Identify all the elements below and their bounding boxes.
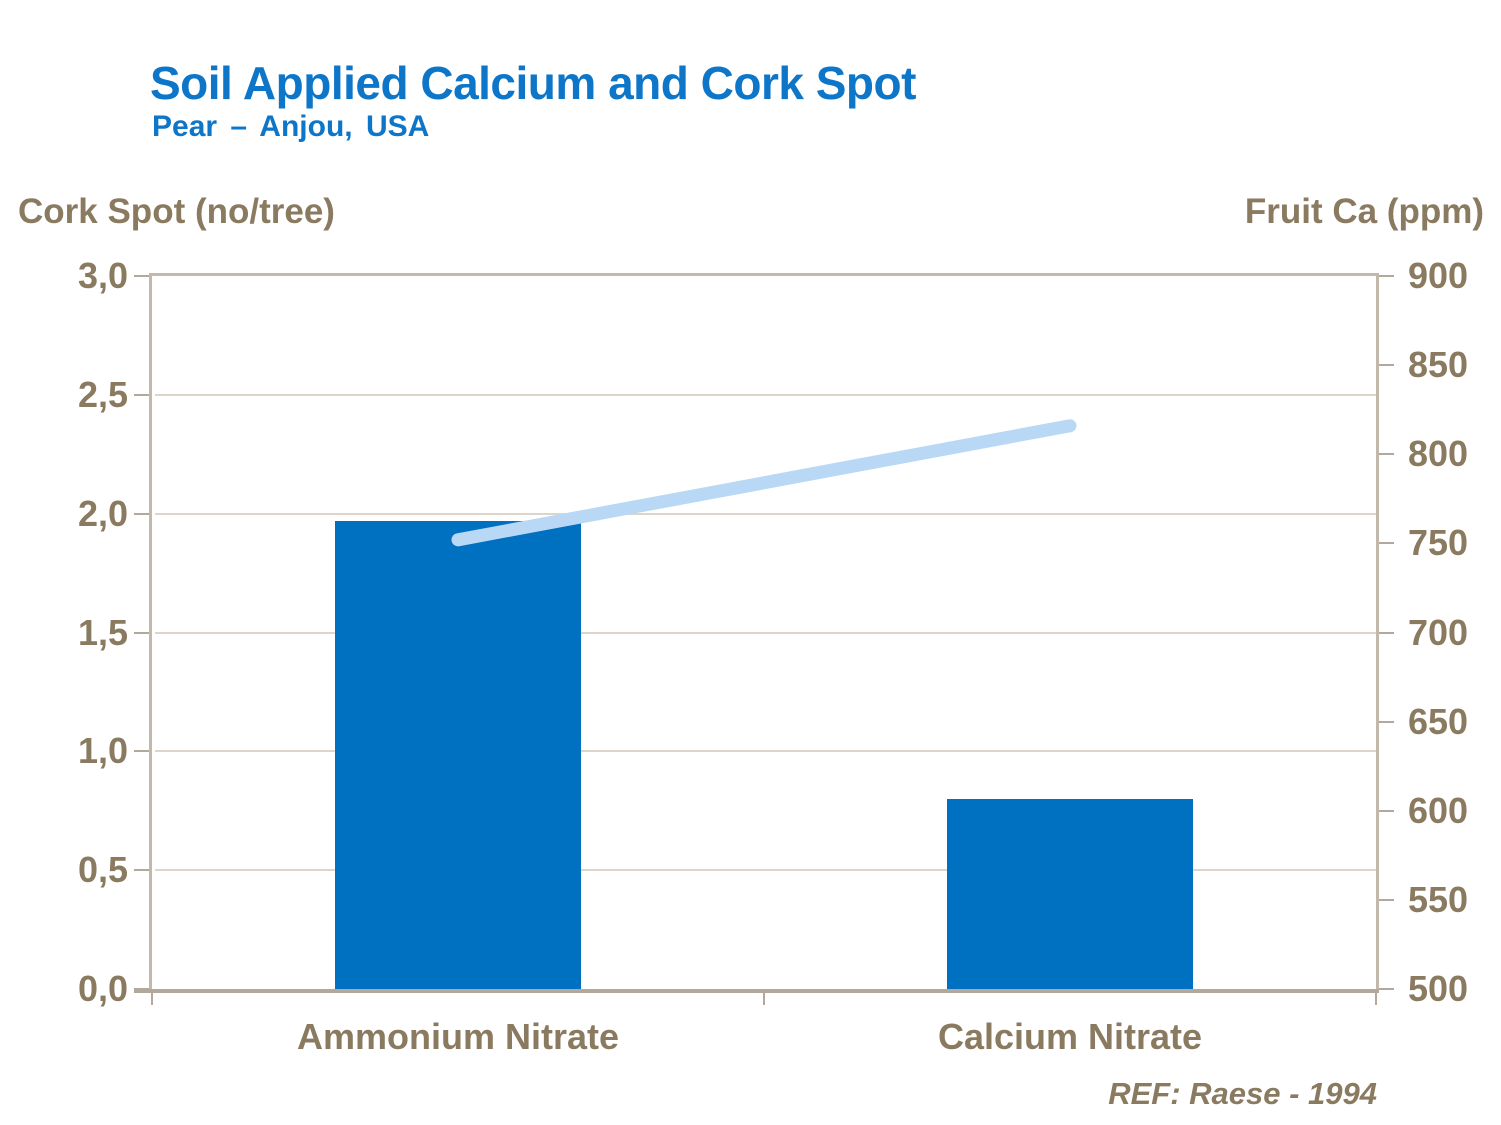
x-axis-tick	[763, 993, 765, 1005]
right-axis-title: Fruit Ca (ppm)	[1244, 192, 1484, 231]
left-axis-title: Cork Spot (no/tree)	[18, 192, 335, 231]
right-axis-tick	[1376, 988, 1394, 990]
x-axis-line	[134, 989, 1379, 993]
right-axis-tick	[1376, 631, 1394, 634]
x-axis-tick	[151, 993, 153, 1005]
gridline	[155, 869, 1376, 872]
right-axis-tick	[1376, 898, 1394, 901]
gridline	[155, 393, 1376, 396]
left-axis-tick-label: 1,0	[77, 730, 128, 772]
reference-footnote: REF: Raese - 1994	[1108, 1076, 1377, 1111]
left-axis-tick-label: 3,0	[77, 255, 128, 296]
right-axis-tick-label: 750	[1408, 522, 1469, 564]
left-axis-tick	[134, 631, 152, 634]
plot-border	[149, 273, 1379, 989]
left-axis-tick-label: 0,5	[77, 849, 128, 891]
left-axis-tick-label: 2,5	[77, 373, 128, 415]
gridline	[155, 750, 1376, 753]
category-label-calcium-nitrate: Calcium Nitrate	[937, 1016, 1203, 1057]
chart-title: Soil Applied Calcium and Cork Spot	[150, 57, 916, 109]
right-axis-tick-label: 600	[1408, 789, 1469, 831]
right-axis-tick-label: 650	[1408, 700, 1469, 742]
category-label-ammonium-nitrate: Ammonium Nitrate	[296, 1016, 620, 1057]
chart-subtitle: Pear – Anjou, USA	[152, 110, 430, 143]
right-axis-tick-label: 900	[1408, 255, 1469, 296]
left-axis-tick	[134, 393, 152, 396]
x-axis-tick	[1375, 993, 1377, 1005]
right-axis-tick-label: 850	[1408, 344, 1469, 386]
bar-ammonium-nitrate	[335, 520, 581, 989]
right-axis-tick	[1376, 542, 1394, 545]
right-axis-tick-label: 800	[1408, 433, 1469, 475]
left-axis-tick	[134, 275, 152, 277]
right-axis-tick	[1376, 364, 1394, 367]
right-axis-tick	[1376, 275, 1394, 277]
left-axis-tick-label: 0,0	[77, 968, 128, 1009]
right-axis-tick	[1376, 453, 1394, 456]
left-axis-tick-label: 1,5	[77, 611, 128, 653]
right-axis-tick-label: 500	[1408, 968, 1469, 1009]
left-axis-tick	[134, 750, 152, 753]
right-axis-tick	[1376, 720, 1394, 723]
right-axis-tick-label: 550	[1408, 878, 1469, 920]
gridline	[155, 631, 1376, 634]
bar-calcium-nitrate	[947, 798, 1193, 989]
left-axis-tick-label: 2,0	[77, 492, 128, 534]
left-axis-tick	[134, 869, 152, 872]
right-axis-tick-label: 700	[1408, 611, 1469, 653]
left-axis-tick	[134, 512, 152, 515]
right-axis-tick	[1376, 809, 1394, 812]
